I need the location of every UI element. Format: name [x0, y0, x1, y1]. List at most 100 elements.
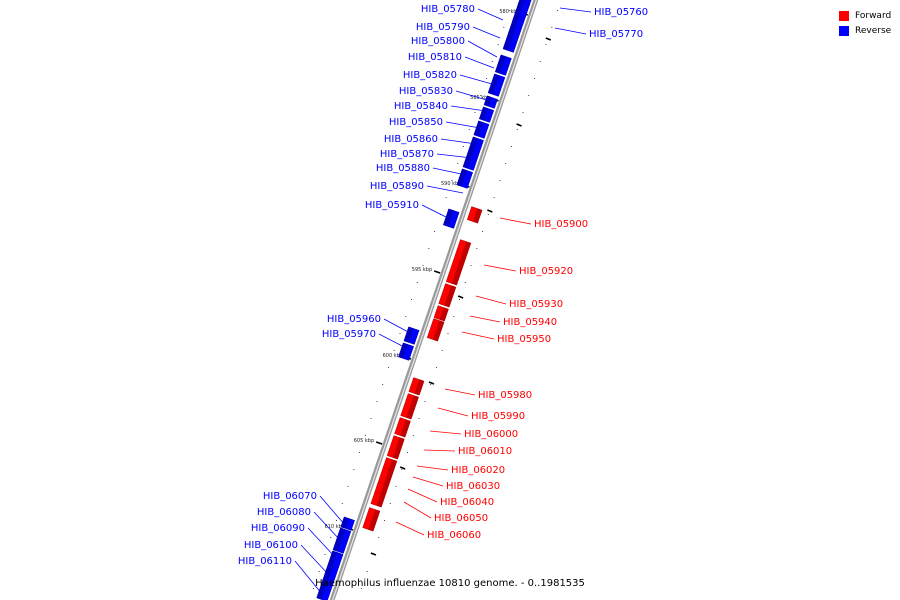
gene-label[interactable]: HIB_05990: [471, 411, 525, 422]
gene-label[interactable]: HIB_06030: [446, 481, 500, 492]
gene-shade: [376, 493, 386, 508]
minor-tick-dot: [447, 333, 449, 334]
gene-label[interactable]: HIB_05970: [322, 329, 376, 340]
gene-label[interactable]: HIB_06090: [251, 523, 305, 534]
gene-shade: [479, 106, 489, 121]
gene-label[interactable]: HIB_06040: [440, 497, 494, 508]
gene-label[interactable]: HIB_05930: [509, 299, 563, 310]
gene-shade: [509, 16, 519, 33]
gene-leader-line: [300, 544, 329, 575]
minor-tick-dot: [376, 401, 378, 402]
gene-label[interactable]: HIB_06080: [257, 507, 311, 518]
gene-leader-line: [445, 121, 481, 129]
forward-swatch: [839, 10, 849, 21]
gene-shade: [368, 509, 380, 532]
gene-label[interactable]: HIB_05790: [416, 22, 470, 33]
gene-label[interactable]: HIB_05820: [403, 70, 457, 81]
gene-leader-line: [423, 449, 456, 452]
gene-label[interactable]: HIB_06070: [263, 491, 317, 502]
minor-tick-dot: [347, 486, 349, 487]
gene-shade: [514, 0, 524, 17]
gene-label[interactable]: HIB_05940: [503, 317, 557, 328]
gene-label[interactable]: HIB_05860: [384, 134, 438, 145]
scale-tick-label: 605 kbp: [354, 438, 374, 444]
minor-tick-dot: [384, 520, 386, 521]
minor-tick-dot: [441, 350, 443, 351]
minor-tick-dot: [424, 401, 426, 402]
gene-shade: [503, 30, 514, 51]
gene-label[interactable]: HIB_05880: [376, 163, 430, 174]
minor-tick-dot: [422, 265, 424, 266]
minor-tick-dot: [366, 571, 368, 572]
gene-shade: [498, 54, 506, 65]
minor-tick-dot: [534, 78, 536, 79]
gene-label[interactable]: HIB_05890: [370, 181, 424, 192]
gene-shade: [473, 120, 484, 137]
minor-tick-dot: [434, 231, 436, 232]
gene-label[interactable]: HIB_06000: [464, 429, 518, 440]
gene-label[interactable]: HIB_05780: [421, 4, 475, 15]
gene-label[interactable]: HIB_06050: [434, 513, 488, 524]
gene-label[interactable]: HIB_05760: [594, 7, 648, 18]
gene-shade: [467, 136, 478, 155]
gene-shade: [451, 241, 471, 286]
legend-reverse-label: Reverse: [855, 25, 892, 36]
gene-label[interactable]: HIB_05830: [399, 86, 453, 97]
gene-label[interactable]: HIB_06020: [451, 465, 505, 476]
scale-tick-label: 600 kbp: [383, 353, 403, 359]
gene-label[interactable]: HIB_05770: [589, 29, 643, 40]
minor-tick-dot: [545, 44, 547, 45]
minor-tick-dot: [499, 180, 501, 181]
minor-tick-dot: [324, 554, 326, 555]
gene-label[interactable]: HIB_05900: [534, 219, 588, 230]
gene-shade: [462, 152, 473, 169]
gene-label[interactable]: HIB_05960: [327, 314, 381, 325]
gene-label[interactable]: HIB_05850: [389, 117, 443, 128]
minor-tick-dot: [330, 537, 332, 538]
minor-tick-dot: [476, 248, 478, 249]
legend-forward: Forward: [839, 8, 891, 23]
minor-tick-dot: [474, 112, 476, 113]
gene-leader-line: [437, 407, 469, 417]
gene-shade: [400, 419, 411, 438]
gene-label[interactable]: HIB_05810: [408, 52, 462, 63]
legend-reverse: Reverse: [839, 23, 891, 38]
minor-tick-dot: [353, 469, 355, 470]
gene-label[interactable]: HIB_05920: [519, 266, 573, 277]
gene-shade: [488, 73, 500, 95]
gene-label[interactable]: HIB_06100: [244, 540, 298, 551]
gene-label[interactable]: HIB_06010: [458, 446, 512, 457]
gene-label[interactable]: HIB_05910: [365, 200, 419, 211]
minor-tick-dot: [462, 146, 464, 147]
minor-tick-dot: [387, 367, 389, 368]
minor-tick-dot: [430, 384, 432, 385]
gene-leader-line: [461, 331, 495, 340]
minor-tick-dot: [480, 95, 482, 96]
minor-tick-dot: [470, 265, 472, 266]
gene-leader-line: [444, 388, 476, 396]
gene-shade: [406, 395, 419, 420]
gene-label[interactable]: HIB_05800: [411, 36, 465, 47]
gene-leader-line: [455, 90, 491, 102]
minor-tick-dot: [401, 469, 403, 470]
gene-label[interactable]: HIB_05870: [380, 149, 434, 160]
minor-tick-dot: [407, 452, 409, 453]
gene-leader-line: [450, 105, 487, 112]
minor-tick-dot: [491, 61, 493, 62]
gene-shade: [444, 285, 456, 308]
gene-leader-line: [472, 26, 501, 39]
gene-label[interactable]: HIB_05980: [478, 390, 532, 401]
minor-tick-dot: [428, 248, 430, 249]
minor-tick-dot: [399, 333, 401, 334]
minor-tick-dot: [464, 282, 466, 283]
scale-tick: [375, 441, 383, 445]
gene-label[interactable]: HIB_06060: [427, 530, 481, 541]
minor-tick-dot: [468, 129, 470, 130]
minor-tick-dot: [486, 78, 488, 79]
gene-label[interactable]: HIB_06110: [238, 556, 292, 567]
minor-tick-dot: [312, 588, 314, 589]
gene-leader-line: [395, 521, 425, 536]
gene-label[interactable]: HIB_05840: [394, 101, 448, 112]
scale-tick-right: [545, 37, 552, 41]
gene-label[interactable]: HIB_05950: [497, 334, 551, 345]
